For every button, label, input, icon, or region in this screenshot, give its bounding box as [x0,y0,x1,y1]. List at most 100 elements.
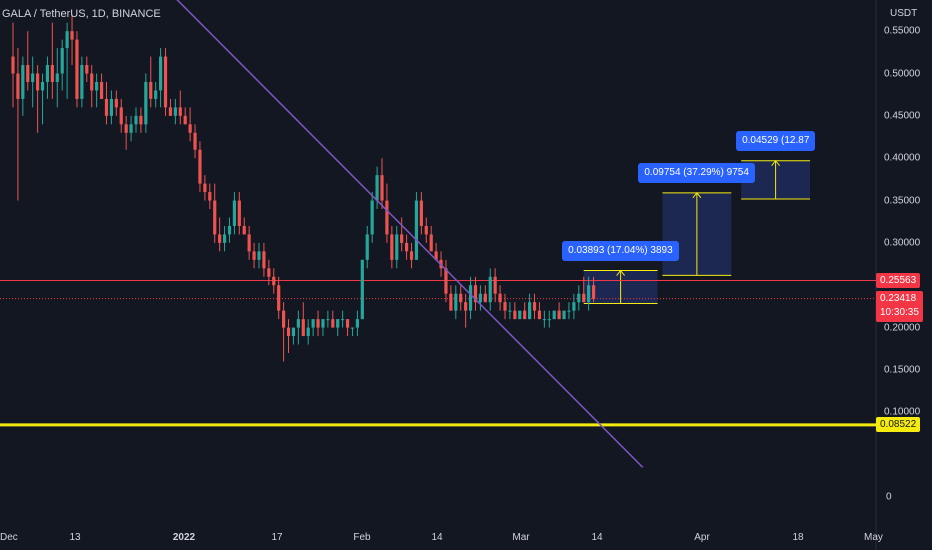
candle-down [429,234,433,252]
candle-down [277,285,281,311]
candle-down [50,65,54,82]
x-tick-label: 17 [271,532,283,543]
candle-up [31,73,35,82]
candle-up [129,124,133,133]
candle-down [149,81,153,99]
candle-up [478,293,482,303]
candle-up [370,200,374,235]
candle-down [409,251,414,260]
candle-down [139,115,143,125]
last-price-tag: 0.23418 10:30:35 [876,290,923,322]
candle-up [528,302,532,320]
axis-unit-label: USDT [890,8,918,19]
candle-down [493,276,497,294]
candle-up [552,310,556,320]
x-tick-label: Dec [0,532,18,543]
measure-arrow-head [771,159,780,167]
candle-down [252,251,256,260]
candle-down [218,234,222,243]
measure-arrow-head [692,192,702,199]
candle-down [405,242,409,252]
candle-down [449,293,453,311]
candle-up [65,31,69,49]
candle-down [464,302,468,311]
candle-down [208,192,212,201]
x-tick-label: 13 [69,532,81,543]
last-price-value: 0.23418 [880,292,917,304]
candle-down [213,200,217,235]
y-tick-label: 0.40000 [884,152,921,164]
candle-down [331,319,335,328]
candle-down [434,251,438,260]
candle-down [282,310,286,328]
candle-down [503,302,507,311]
candle-up [173,107,177,116]
candle-up [572,302,576,311]
candle-up [577,293,581,303]
candle-down [90,73,94,91]
candle-up [40,81,45,91]
candle-up [375,175,379,201]
candle-up [80,65,84,99]
candle-down [203,183,207,193]
candle-down [523,310,527,320]
symbol-title[interactable]: GALA / TetherUS, 1D, BINANCE [2,8,161,20]
candle-up [296,319,300,328]
plot-area[interactable] [0,0,877,550]
y-tick-label: 0.15000 [884,364,921,376]
candle-down [532,302,537,311]
candle-up [518,310,522,320]
candle-down [390,234,394,260]
candle-down [286,327,291,337]
y-tick-label: 0.30000 [884,237,921,249]
x-tick-label: 2022 [172,532,196,543]
candle-up [134,115,138,125]
candle-up [227,225,232,235]
candle-down [119,107,123,125]
candle-down [591,285,596,299]
candle-down [557,310,561,320]
y-tick-label: 0.35000 [884,195,921,207]
candle-down [193,132,197,150]
candle-up [326,319,330,321]
candle-down [70,31,74,40]
candle-down [99,81,104,99]
candle-down [345,319,350,328]
y-tick-label: 0.45000 [884,110,921,122]
candle-up [55,73,59,82]
candle-down [11,56,15,74]
y-tick-label: 0.50000 [884,68,921,79]
x-tick-label: 18 [792,532,804,543]
x-tick-label: May [864,532,883,543]
candle-down [473,285,478,303]
candle-up [587,285,591,303]
x-tick-label: Mar [512,532,530,543]
candle-down [301,319,305,337]
candle-down [316,319,320,328]
candle-up [355,319,359,328]
candle-down [459,293,463,303]
candle-up [21,65,25,99]
candle-up [306,327,310,337]
candle-up [222,234,227,243]
y-tick-label: 0.55000 [884,25,921,37]
candle-up [257,251,261,260]
candle-down [36,73,40,91]
candle-down [513,310,517,320]
candle-up [547,319,551,321]
candle-down [163,56,168,108]
candle-up [109,98,113,116]
resistance-price-tag: 0.25563 [876,272,921,288]
candle-up [341,319,345,321]
candle-up [395,234,399,260]
candle-down [85,65,89,74]
candle-up [562,310,566,320]
candle-down [183,115,187,125]
candle-down [188,124,192,133]
candle-down [380,175,384,201]
bar-countdown: 10:30:35 [880,306,919,318]
candle-down [400,234,404,243]
candle-down [124,124,128,133]
measure-arrow-head [616,269,626,276]
